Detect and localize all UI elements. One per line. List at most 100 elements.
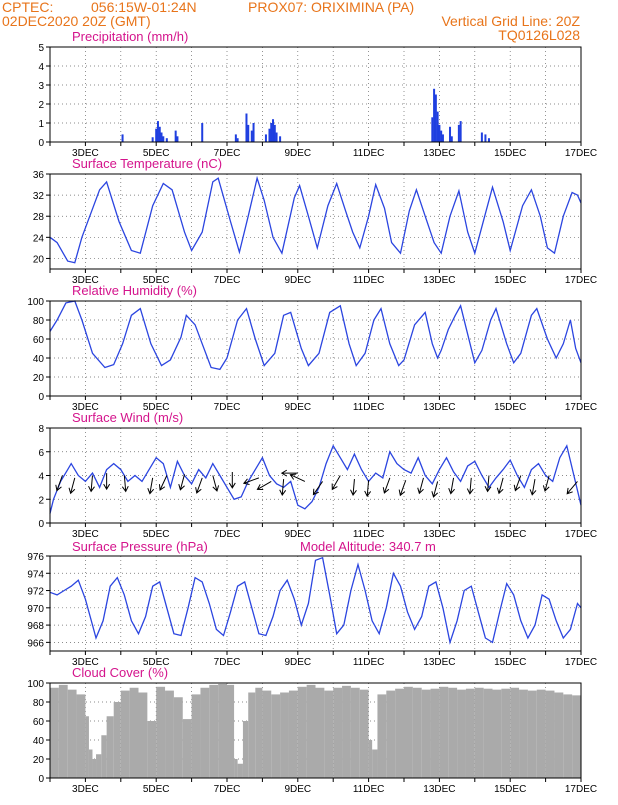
wind-arrow <box>55 475 63 492</box>
pressure-xtick-label: 9DEC <box>284 657 311 668</box>
precip-xtick-label: 9DEC <box>284 148 311 159</box>
pressure-line <box>49 556 582 645</box>
cloud-bar <box>359 689 369 778</box>
cloud-ytick-label: 80 <box>33 698 45 709</box>
precip-bar <box>121 134 124 142</box>
cloud-bar <box>554 692 564 778</box>
wind-xtick-label: 9DEC <box>284 529 311 540</box>
cloud-xtick-label: 3DEC <box>72 784 99 795</box>
cloud-bar <box>368 740 373 778</box>
precip-xtick-label: 11DEC <box>353 148 385 159</box>
precip-bar <box>480 132 483 142</box>
cloud-ytick-label: 0 <box>38 774 44 785</box>
cloud-bar <box>395 688 404 778</box>
header-source: CPTEC: <box>2 0 53 15</box>
cloud-bar <box>306 684 316 778</box>
pressure-ytick-label: 974 <box>27 569 44 580</box>
rh-ytick-label: 0 <box>38 392 44 403</box>
temp-ytick-label: 36 <box>33 170 45 181</box>
wind-arrow <box>88 475 95 493</box>
precip-bar <box>434 94 437 142</box>
cloud-bar <box>227 684 235 778</box>
cloud-bar <box>138 692 148 778</box>
precip-bar <box>247 124 250 142</box>
cloud-bar <box>76 694 86 778</box>
wind-ytick-label: 6 <box>38 448 44 459</box>
cloud-bar <box>271 694 281 778</box>
cloud-xtick-label: 7DEC <box>214 784 241 795</box>
rh-xtick-label: 11DEC <box>353 402 385 413</box>
cloud-bar <box>58 684 68 778</box>
cloud-bar <box>483 688 493 778</box>
wind-xtick-label: 13DEC <box>423 529 455 540</box>
cloud-bar <box>386 690 396 778</box>
wind-arrow <box>195 477 203 494</box>
cloud-bar <box>165 690 174 778</box>
cloud-bar <box>421 689 431 778</box>
humidity-title: Relative Humidity (%) <box>72 283 197 298</box>
precip-bar <box>264 134 267 142</box>
cloud-bar <box>50 687 59 778</box>
cloud-bar <box>297 686 307 778</box>
cloud-ytick-label: 20 <box>33 755 45 766</box>
precip-bar <box>433 88 436 142</box>
cloud-bar <box>527 690 537 778</box>
temp-xtick-label: 5DEC <box>143 275 170 286</box>
cloud-bar <box>545 690 555 778</box>
precip-ytick-label: 0 <box>38 138 44 149</box>
wind-arrow <box>228 471 236 489</box>
header-station: PROX07: ORIXIMINA (PA) <box>248 0 414 15</box>
wind-ytick-label: 8 <box>38 424 44 435</box>
rh-xtick-label: 5DEC <box>143 402 170 413</box>
temperature-title: Surface Temperature (nC) <box>72 156 222 171</box>
precip-bar <box>450 136 453 142</box>
pressure-xtick-label: 3DEC <box>72 657 99 668</box>
wind-arrow <box>256 481 272 491</box>
precip-bar <box>245 113 248 142</box>
pressure-ytick-label: 972 <box>27 587 44 598</box>
temp-ytick-label: 28 <box>33 212 45 223</box>
precip-bar <box>268 128 271 142</box>
wind-arrow <box>566 481 578 495</box>
cloud-bar <box>242 721 249 778</box>
cloud-xtick-label: 15DEC <box>494 784 526 795</box>
wind-arrow <box>529 478 537 496</box>
precip-frame <box>49 46 582 143</box>
wind-xtick-label: 7DEC <box>214 529 241 540</box>
pressure-xtick-label: 7DEC <box>214 657 241 668</box>
temp-ytick-label: 20 <box>33 254 45 265</box>
cloud-bar <box>262 690 272 778</box>
pressure-frame <box>49 555 582 652</box>
pressure-title: Surface Pressure (hPa) <box>72 539 208 554</box>
pressure-xtick-label: 11DEC <box>353 657 385 668</box>
cloud-bar <box>88 749 93 778</box>
pressure-ytick-label: 966 <box>27 638 44 649</box>
precip-bar <box>441 134 444 142</box>
precip-ytick-label: 2 <box>38 100 44 111</box>
precipitation-title: Precipitation (mm/h) <box>72 29 188 44</box>
precip-bar <box>158 126 161 142</box>
wind-title: Surface Wind (m/s) <box>72 410 183 425</box>
wind-arrow <box>147 477 155 495</box>
precip-ytick-label: 4 <box>38 62 44 73</box>
precip-ytick-label: 5 <box>38 43 44 54</box>
cloud-bar <box>315 687 325 778</box>
rh-ytick-label: 20 <box>33 373 45 384</box>
temp-xtick-label: 3DEC <box>72 275 99 286</box>
wind-arrow <box>350 479 357 496</box>
wind-arrow <box>484 475 492 493</box>
temp-xtick-label: 13DEC <box>423 275 455 286</box>
header: CPTEC: 056:15W-01:24N PROX07: ORIXIMINA … <box>2 0 580 43</box>
cloud-bar <box>182 719 192 778</box>
cloud-bar <box>448 687 458 778</box>
precip-xtick-label: 5DEC <box>143 148 170 159</box>
wind-arrow <box>312 481 323 496</box>
rh-frame <box>49 300 582 397</box>
precip-bar <box>457 124 460 142</box>
precip-bar <box>279 136 282 142</box>
precip-bar <box>162 136 165 142</box>
precip-xtick-label: 17DEC <box>565 148 597 159</box>
precip-bar <box>275 132 278 142</box>
wind-arrow <box>178 474 186 491</box>
rh-ytick-label: 60 <box>33 335 45 346</box>
